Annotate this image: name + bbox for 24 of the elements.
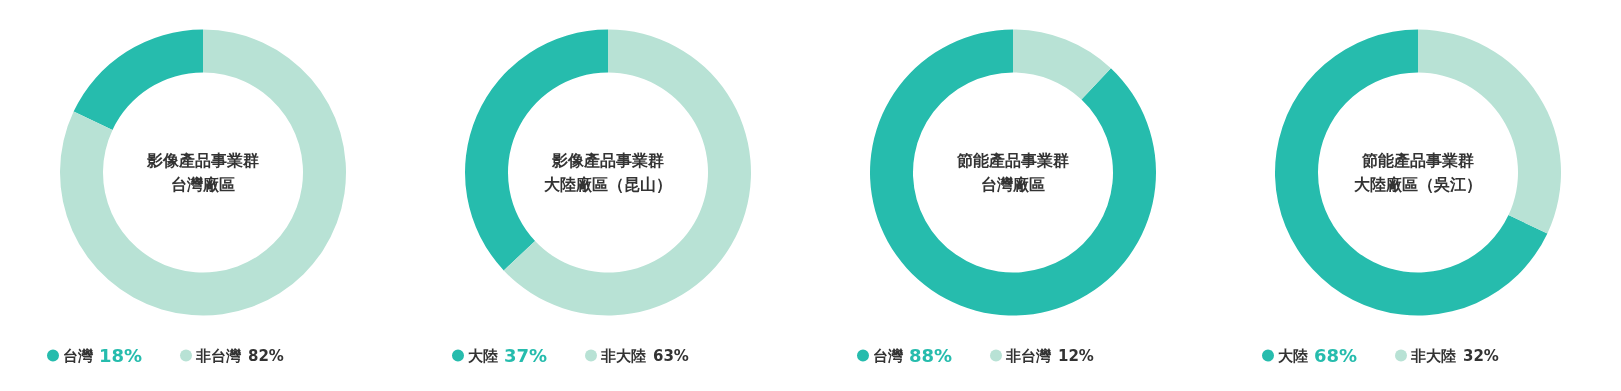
text: 影像產品事業群	[551, 151, 664, 170]
data-label: 68%	[1314, 345, 1358, 366]
legend-label: 非台灣	[195, 346, 242, 365]
text: 影像產品事業群	[146, 151, 259, 170]
legend-label: 大陸	[1278, 346, 1308, 365]
text: 大陸廠區（吳江）	[1354, 175, 1482, 194]
data-label: 12%	[1058, 346, 1094, 365]
legend-label: 台灣	[873, 346, 904, 365]
text: 節能產品事業群	[956, 151, 1069, 170]
text: 大陸廠區（昆山）	[544, 175, 672, 194]
data-label: 82%	[248, 346, 284, 365]
legend-label: 非大陸	[600, 346, 646, 365]
data-label: 63%	[653, 346, 689, 365]
data-label: 32%	[1463, 346, 1499, 365]
data-label: 18%	[99, 345, 143, 366]
text: 台灣廠區	[171, 175, 235, 194]
legend-label: 非大陸	[1410, 346, 1456, 365]
legend-label: 非台灣	[1005, 346, 1052, 365]
legend-label: 台灣	[63, 346, 94, 365]
text: 節能產品事業群	[1361, 151, 1474, 170]
data-label: 37%	[504, 345, 548, 366]
text: 台灣廠區	[981, 175, 1045, 194]
data-label: 88%	[909, 345, 953, 366]
legend-label: 大陸	[468, 346, 498, 365]
